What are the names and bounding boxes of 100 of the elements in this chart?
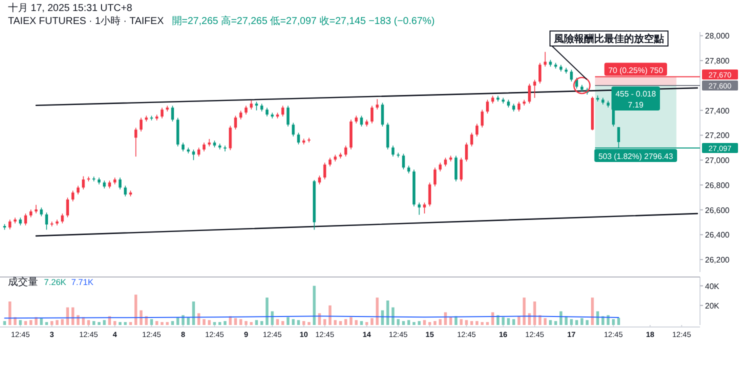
bar [308,322,310,325]
candlestick [60,213,64,224]
bar [76,315,80,325]
candlestick [24,213,28,226]
bar [66,307,69,325]
candlestick [402,153,405,170]
candlestick [418,202,421,216]
candlestick [360,115,363,127]
bar [8,301,12,325]
bar [339,321,342,325]
bar [255,320,258,325]
bar [323,319,326,325]
bar [444,312,447,325]
candlestick [470,132,474,147]
annotation: 風險報酬比最佳的放空點 [553,33,664,45]
candlestick [465,142,468,162]
candlestick [518,101,520,112]
y-tick-label: 26,600 [705,206,730,215]
y-tick-label: 20K [705,301,720,310]
y-tick-label: 27,200 [705,131,730,140]
text: 7.71K [71,277,94,287]
bar [412,322,416,325]
bar [465,320,468,325]
y-tick-label: 26,200 [705,256,730,265]
candlestick [308,137,310,143]
candlestick [538,62,542,84]
candlestick [71,190,74,202]
bar [155,321,158,325]
bar [360,321,363,325]
bar [470,321,474,325]
candlestick [434,167,436,187]
bar [528,313,531,325]
candlestick [66,197,69,218]
bar [98,322,100,325]
bar [396,319,400,325]
bar [118,322,122,325]
annotation: 455 - 0.018 7.19 [615,89,656,110]
chart-subtitle: 開=27,265 高=27,265 低=27,097 收=27,145 −183 (−0.67%) [172,15,435,27]
bar [166,322,169,325]
candlestick [87,176,90,182]
bar [260,321,264,325]
bar [213,322,216,325]
bar [575,320,578,325]
bar [124,322,127,325]
bar [538,315,542,325]
bar [24,321,28,325]
bar [507,318,510,325]
bar [428,322,432,325]
bar [554,321,558,325]
bar [423,320,426,325]
bar [297,320,300,325]
bar [239,319,242,325]
bar [460,319,463,325]
bar [276,319,279,325]
bar [580,318,584,325]
candlestick [50,221,54,227]
candlestick [454,155,458,182]
candlestick [255,101,258,111]
candlestick [370,105,374,124]
bar [18,320,22,325]
bar [486,322,489,325]
annotation: 503 (1.82%) 2796.43 [598,152,674,162]
bar [328,305,332,325]
candlestick [528,83,531,104]
y-tick-label: 26,800 [705,180,730,190]
bar [87,320,90,325]
annotation: 70 (0.25%) 750 [608,66,664,75]
bar [250,322,253,325]
candlestick [460,157,463,182]
bar [129,322,132,325]
bar [3,321,6,325]
candlestick [228,125,232,151]
bar [544,318,547,325]
bar [381,310,384,325]
bar [434,321,436,325]
candlestick [323,162,326,180]
bar [202,319,206,325]
bar [92,321,96,325]
bar [392,307,394,325]
bar [344,319,348,325]
bar [334,320,337,325]
y-tick-label: 27,800 [705,56,730,66]
bar [171,321,174,325]
y-tick-label: 27,000 [705,156,730,166]
bar [218,322,222,325]
y-tick-label: 40K [705,282,720,291]
bar [286,317,290,325]
bar [208,320,211,325]
bar [45,322,48,325]
bar [365,322,368,325]
candlestick [192,149,195,160]
bar [224,321,226,325]
candlestick [171,105,174,122]
candlestick [292,122,295,137]
bar [102,320,106,325]
candlestick [150,115,153,121]
bar [192,301,195,325]
chart-title: TAIEX FUTURES · 1小時 · TAIFEX [8,15,164,27]
y-tick-label: 26,400 [705,230,730,240]
bar [150,319,153,325]
